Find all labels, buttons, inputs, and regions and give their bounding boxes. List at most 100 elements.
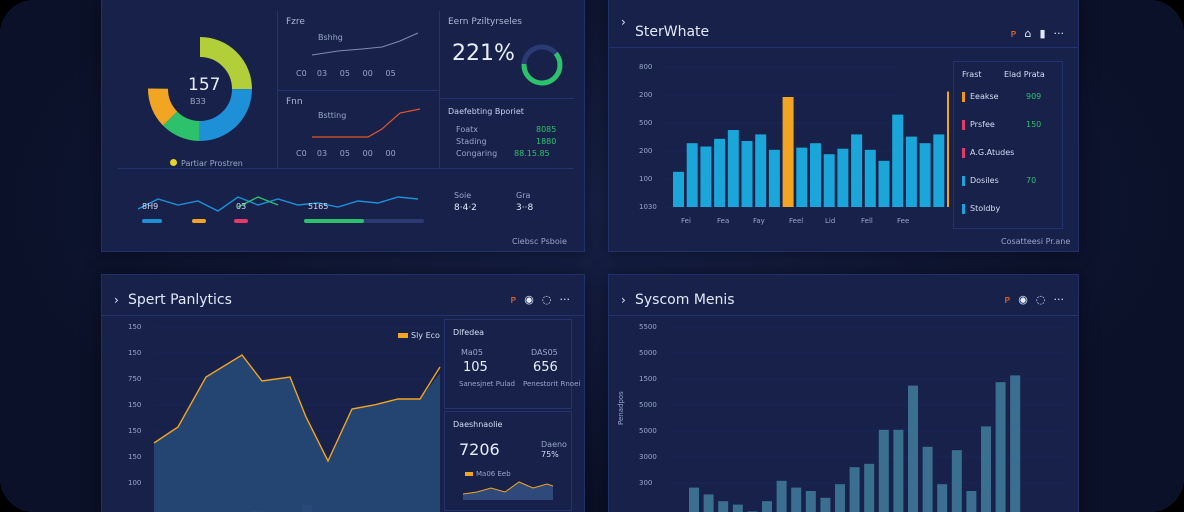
more-icon[interactable]: ···: [1053, 27, 1065, 40]
br-bar[interactable]: [1010, 375, 1021, 512]
bl-second-title: Daeshnaolie: [453, 420, 503, 429]
tr-side-swatch-icon: [962, 120, 965, 130]
br-ytick: 5000: [639, 427, 657, 435]
tr-bar[interactable]: [947, 91, 958, 208]
tr-bar[interactable]: [686, 143, 698, 207]
list-title: Daefebting Bporiet: [448, 107, 524, 116]
bl-area: [154, 355, 440, 512]
br-bar[interactable]: [966, 491, 977, 512]
legend-swatch-icon: [398, 333, 408, 338]
tr-side-list: Frast Elad Prata Eeakse 909 Prsfee 150 A.G.A…: [953, 61, 1063, 229]
sparklines: [137, 196, 424, 223]
tr-bar[interactable]: [741, 141, 753, 207]
tr-bar[interactable]: [823, 154, 835, 207]
tr-header-icons: ᴩ ⌂ ▮ ···: [1011, 27, 1064, 40]
mini-stat-2-label: Gra: [516, 191, 531, 200]
bl-second-side-value: 75%: [541, 450, 559, 459]
tr-side-header-2: Elad Prata: [1004, 70, 1045, 79]
tr-xtick: Feel: [789, 217, 803, 225]
bl-bar: [302, 505, 312, 512]
refresh-icon[interactable]: ◌: [541, 293, 552, 306]
line1-xticks: C0 03 05 00 05: [296, 69, 396, 78]
tr-side-label: Eeakse: [970, 92, 999, 101]
mini-stat-1-label: Soie: [454, 191, 472, 200]
bl-ytick: 150: [128, 453, 141, 461]
tr-bar[interactable]: [673, 171, 684, 207]
bl-stat-2-caption: Penestorit Rnoei: [523, 380, 581, 388]
tr-bar[interactable]: [933, 134, 945, 207]
chevron-right-icon[interactable]: ›: [621, 293, 626, 307]
tr-side-header-1: Frast: [962, 70, 982, 79]
more-icon[interactable]: ···: [1053, 293, 1065, 306]
br-bar[interactable]: [762, 501, 772, 512]
br-bar[interactable]: [776, 480, 787, 512]
br-bar[interactable]: [732, 504, 743, 512]
tr-bar[interactable]: [714, 138, 726, 207]
list-row-1-value: 8085: [536, 125, 557, 134]
mini-stat-2-value: 3··8: [516, 203, 534, 213]
spert-panlytics-panel: › Spert Panlytics ᴩ ◉ ◌ ··· 150 150 750 150…: [101, 274, 585, 512]
bl-ytick: 750: [128, 375, 141, 383]
more-icon[interactable]: ···: [559, 293, 571, 306]
br-bar[interactable]: [791, 487, 802, 512]
bl-stats-card: Dlfedea Ma05 105 Sanesjnet Pulad DAS05 6…: [444, 319, 580, 409]
spark-strip: 8H9 03 5165: [118, 175, 438, 235]
bl-second-side-label: Daeno: [541, 440, 567, 449]
br-bar[interactable]: [864, 463, 875, 512]
bl-second-value: 7206: [459, 440, 500, 459]
br-bar[interactable]: [820, 497, 831, 512]
tr-bar[interactable]: [755, 134, 767, 207]
tr-bar[interactable]: [837, 148, 849, 207]
spark-value-1: 8H9: [142, 202, 159, 211]
chevron-right-icon[interactable]: ›: [114, 293, 119, 307]
br-bar[interactable]: [718, 501, 729, 512]
br-bar[interactable]: [981, 426, 991, 512]
bl-stat-1-value: 105: [463, 360, 488, 375]
br-bar[interactable]: [922, 446, 933, 512]
br-bar[interactable]: [835, 484, 845, 512]
tr-bar[interactable]: [919, 143, 931, 207]
br-bar[interactable]: [703, 494, 714, 512]
lock-icon[interactable]: ⌂: [1024, 27, 1032, 40]
settings-icon[interactable]: ◉: [524, 293, 534, 306]
settings-icon[interactable]: ◉: [1018, 293, 1028, 306]
doc-icon[interactable]: ▮: [1039, 27, 1046, 40]
tr-bar[interactable]: [851, 134, 863, 207]
bl-mini-legend-label: Ma06 Eeb: [476, 470, 511, 478]
br-bar[interactable]: [937, 484, 948, 512]
tr-bar[interactable]: [768, 149, 780, 207]
tr-header: › SterWhate ᴩ ⌂ ▮ ···: [609, 1, 1078, 40]
br-bar[interactable]: [893, 429, 904, 512]
list-row-3-value: 88.15.85: [514, 149, 550, 158]
list-row-2-value: 1880: [536, 137, 557, 146]
br-bar[interactable]: [908, 385, 918, 512]
br-ytick: 5000: [639, 349, 657, 357]
br-bar[interactable]: [995, 382, 1006, 512]
tr-bar[interactable]: [864, 149, 876, 207]
br-bar[interactable]: [805, 491, 816, 512]
donut-legend-label: Partiar Prostren: [181, 159, 243, 168]
br-bar[interactable]: [878, 429, 889, 512]
br-bar[interactable]: [849, 467, 860, 512]
chevron-right-icon[interactable]: ›: [621, 15, 626, 29]
tr-bar[interactable]: [782, 97, 794, 207]
br-bar[interactable]: [951, 450, 962, 512]
alert-icon[interactable]: ᴩ: [1004, 293, 1011, 306]
tr-bar[interactable]: [727, 130, 739, 207]
bl-title: Spert Panlytics: [128, 292, 232, 308]
refresh-icon[interactable]: ◌: [1035, 293, 1046, 306]
sterwhate-panel: › SterWhate ᴩ ⌂ ▮ ··· 800 200 500 200 100 103…: [608, 0, 1079, 252]
tr-bar[interactable]: [892, 114, 904, 207]
br-bar[interactable]: [689, 487, 699, 512]
gauge-value: 221%: [452, 41, 515, 66]
alert-icon[interactable]: ᴩ: [1010, 27, 1017, 40]
list-row-3-label: Congaring: [456, 149, 498, 158]
tr-bar[interactable]: [700, 146, 712, 208]
tr-bar[interactable]: [878, 160, 890, 207]
overview-panel: 157 ВЗЗ Partiar Prostren Fzre Bshhg C0 0…: [101, 0, 585, 252]
alert-icon[interactable]: ᴩ: [510, 293, 517, 306]
tr-side-value: 70: [1026, 176, 1037, 185]
tr-bar[interactable]: [810, 143, 821, 207]
tr-bar[interactable]: [796, 147, 808, 207]
tr-bar[interactable]: [905, 136, 917, 207]
